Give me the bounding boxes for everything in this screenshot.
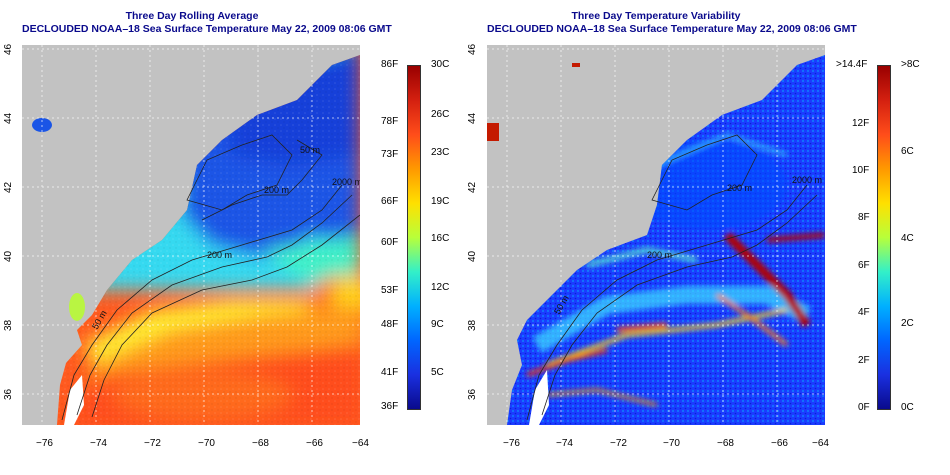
right-lat-tick-42: 42 xyxy=(467,181,478,193)
right-cb-f-6: 6F xyxy=(858,260,870,271)
right-lon-tick-72: −72 xyxy=(610,438,627,449)
left-lon-tick-74: −74 xyxy=(90,438,107,449)
right-graticule xyxy=(487,45,825,425)
left-cb-f-66: 66F xyxy=(381,196,399,207)
left-sst-map: 200 m 2000 m 200 m 50 m 50 m xyxy=(22,45,360,425)
right-isobath-contours xyxy=(526,134,818,421)
left-lat-tick-36: 36 xyxy=(3,388,14,400)
left-lon-tick-64: −64 xyxy=(352,438,369,449)
right-cb-c-4: 4C xyxy=(901,233,914,244)
right-lon-tick-70: −70 xyxy=(663,438,680,449)
left-lat-tick-46: 46 xyxy=(3,43,14,55)
right-variability-map: 200 m 2000 m 200 m 50 m xyxy=(487,45,825,425)
right-cb-f-2: 2F xyxy=(858,355,870,366)
right-lat-tick-38: 38 xyxy=(467,319,478,331)
right-cb-c-2: 2C xyxy=(901,318,914,329)
right-white-mask xyxy=(529,370,549,425)
left-cb-c-19: 19C xyxy=(431,196,450,207)
left-lon-tick-76: −76 xyxy=(36,438,53,449)
left-cb-c-26: 26C xyxy=(431,109,450,120)
right-cb-f-8: 8F xyxy=(858,212,870,223)
left-cb-c-12: 12C xyxy=(431,282,450,293)
left-title-line1: Three Day Rolling Average xyxy=(125,10,259,22)
left-lat-tick-42: 42 xyxy=(3,181,14,193)
right-cb-f-10: 10F xyxy=(852,165,870,176)
left-graticule xyxy=(22,45,360,425)
right-lat-tick-46: 46 xyxy=(467,43,478,55)
right-cb-c-0: 0C xyxy=(901,402,914,413)
left-lon-tick-68: −68 xyxy=(252,438,269,449)
left-lat-tick-40: 40 xyxy=(3,250,14,262)
right-isobath-label-2000m: 2000 m xyxy=(792,175,822,185)
right-cb-f-0: 0F xyxy=(858,402,870,413)
right-cb-c-8: >8C xyxy=(901,59,920,70)
left-cb-f-36: 36F xyxy=(381,401,399,412)
left-isobath-label-200m-north: 200 m xyxy=(264,185,289,195)
left-cb-c-5: 5C xyxy=(431,367,444,378)
left-white-mask xyxy=(64,375,84,425)
right-lat-tick-40: 40 xyxy=(467,250,478,262)
left-isobath-contours xyxy=(61,134,360,421)
left-isobath-label-2000m: 2000 m xyxy=(332,177,360,187)
right-artifact-north xyxy=(572,63,580,67)
right-edge-artifact xyxy=(487,123,499,141)
right-lon-tick-66: −66 xyxy=(771,438,788,449)
right-cb-f-12: 12F xyxy=(852,118,870,129)
right-variability-colorbar xyxy=(877,65,891,410)
left-isobath-label-200m: 200 m xyxy=(207,250,232,260)
left-cb-f-60: 60F xyxy=(381,237,399,248)
left-lon-tick-72: −72 xyxy=(144,438,161,449)
right-lon-tick-74: −74 xyxy=(556,438,573,449)
left-cb-f-73: 73F xyxy=(381,149,399,160)
left-sst-svg: 200 m 2000 m 200 m 50 m 50 m xyxy=(22,45,360,425)
left-coastal-warm-patch xyxy=(69,293,85,321)
right-lon-tick-76: −76 xyxy=(503,438,520,449)
right-isobath-label-200m: 200 m xyxy=(647,250,672,260)
right-cb-c-6: 6C xyxy=(901,146,914,157)
right-variability-svg: 200 m 2000 m 200 m 50 m xyxy=(487,45,825,425)
right-lat-tick-44: 44 xyxy=(467,112,478,124)
left-cb-c-23: 23C xyxy=(431,147,450,158)
left-lon-tick-66: −66 xyxy=(306,438,323,449)
right-lat-tick-36: 36 xyxy=(467,388,478,400)
left-cb-f-78: 78F xyxy=(381,116,399,127)
left-cb-f-48: 48F xyxy=(381,319,399,330)
left-title-line2: DECLOUDED NOAA–18 Sea Surface Temperatur… xyxy=(22,23,392,35)
left-cb-c-30: 30C xyxy=(431,59,450,70)
ocean-sst-field xyxy=(57,45,360,425)
left-cb-c-16: 16C xyxy=(431,233,450,244)
left-isobath-label-50m-north: 50 m xyxy=(300,145,320,155)
left-cb-f-53: 53F xyxy=(381,285,399,296)
right-cb-f-14-4: >14.4F xyxy=(836,59,868,70)
right-lon-tick-68: −68 xyxy=(717,438,734,449)
right-isobath-label-200m-north: 200 m xyxy=(727,183,752,193)
left-cb-f-86: 86F xyxy=(381,59,399,70)
right-cb-f-4: 4F xyxy=(858,307,870,318)
right-title-line2: DECLOUDED NOAA–18 Sea Surface Temperatur… xyxy=(487,23,857,35)
right-title-line1: Three Day Temperature Variability xyxy=(571,10,741,22)
left-lat-tick-44: 44 xyxy=(3,112,14,124)
left-sst-colorbar xyxy=(407,65,421,410)
left-lon-tick-70: −70 xyxy=(198,438,215,449)
variability-field xyxy=(507,45,825,425)
left-cb-c-9: 9C xyxy=(431,319,444,330)
left-lat-tick-38: 38 xyxy=(3,319,14,331)
left-cb-f-41: 41F xyxy=(381,367,399,378)
right-lon-tick-64: −64 xyxy=(812,438,829,449)
